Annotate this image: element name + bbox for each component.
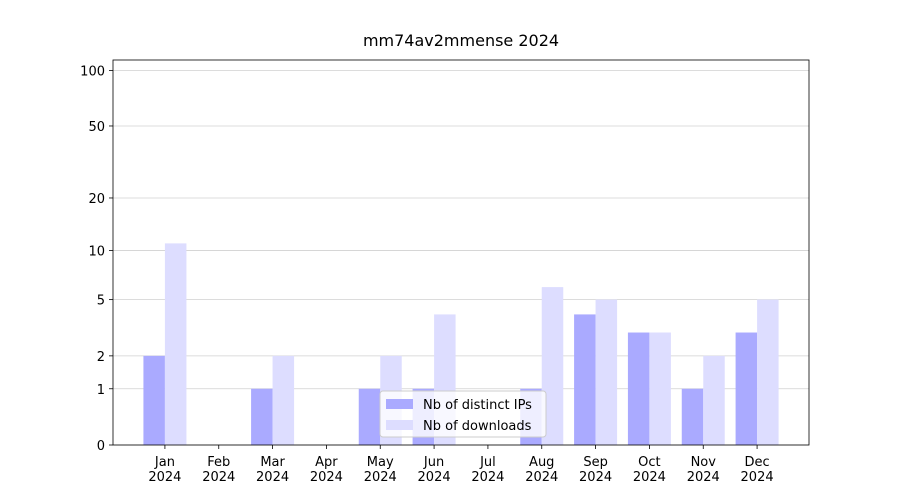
plot-frame: [112, 59, 810, 446]
legend: Nb of distinct IPs Nb of downloads: [379, 390, 547, 438]
y-tick-label: 5: [97, 294, 105, 309]
y-tick-label: 20: [88, 192, 105, 207]
x-tick-label: Jul 2024: [471, 455, 504, 485]
x-tick-label: Nov 2024: [687, 455, 720, 485]
x-tick-label: Mar 2024: [256, 455, 289, 485]
x-tick-label: Aug 2024: [525, 455, 558, 485]
x-tick-label: Feb 2024: [202, 455, 235, 485]
bar: [272, 355, 295, 445]
y-tick-label: 0: [97, 439, 105, 454]
bar: [681, 388, 704, 445]
chart-title: mm74av2mmense 2024: [363, 31, 559, 50]
x-tick-label: Oct 2024: [633, 455, 666, 485]
y-tick-label: 1: [97, 383, 105, 398]
x-tick-label: Jun 2024: [418, 455, 451, 485]
y-tick-label: 2: [97, 350, 105, 365]
x-tick-label: Jan 2024: [148, 455, 181, 485]
x-tick-label: Apr 2024: [310, 455, 343, 485]
bar: [627, 332, 650, 445]
bar: [358, 388, 381, 445]
y-tick-label: 10: [88, 244, 105, 259]
legend-box: [379, 390, 547, 438]
x-tick-label: Sep 2024: [579, 455, 612, 485]
bar: [251, 388, 273, 445]
legend-label: Nb of downloads: [423, 419, 532, 434]
bar: [541, 287, 564, 445]
bar: [143, 355, 165, 445]
legend-label: Nb of distinct IPs: [423, 398, 532, 413]
x-tick-label: Dec 2024: [741, 455, 774, 485]
bar: [703, 355, 725, 445]
bar: [164, 243, 187, 445]
y-tick-label: 100: [80, 65, 105, 80]
bar: [649, 332, 671, 445]
y-tick-label: 50: [88, 120, 105, 135]
x-tick-label: May 2024: [364, 455, 397, 485]
legend-swatch: [386, 420, 413, 430]
bar: [595, 299, 618, 445]
bar: [574, 314, 596, 445]
bar: [757, 299, 779, 445]
legend-swatch: [386, 399, 413, 409]
bar: [735, 332, 758, 445]
